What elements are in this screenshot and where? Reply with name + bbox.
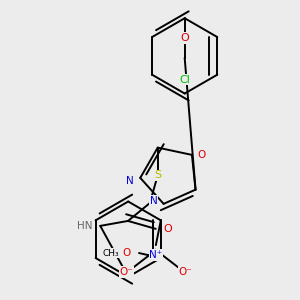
- Text: N: N: [127, 176, 134, 186]
- Text: O: O: [122, 248, 130, 258]
- Text: O⁻: O⁻: [179, 267, 193, 277]
- Text: S: S: [154, 170, 161, 180]
- Text: O: O: [198, 150, 206, 160]
- Text: N⁺: N⁺: [149, 250, 163, 260]
- Text: O: O: [180, 33, 189, 43]
- Text: HN: HN: [77, 221, 92, 231]
- Text: O⁻: O⁻: [119, 267, 133, 277]
- Text: N: N: [150, 196, 158, 206]
- Text: CH₃: CH₃: [103, 248, 120, 257]
- Text: O: O: [163, 224, 172, 234]
- Text: Cl: Cl: [179, 75, 190, 85]
